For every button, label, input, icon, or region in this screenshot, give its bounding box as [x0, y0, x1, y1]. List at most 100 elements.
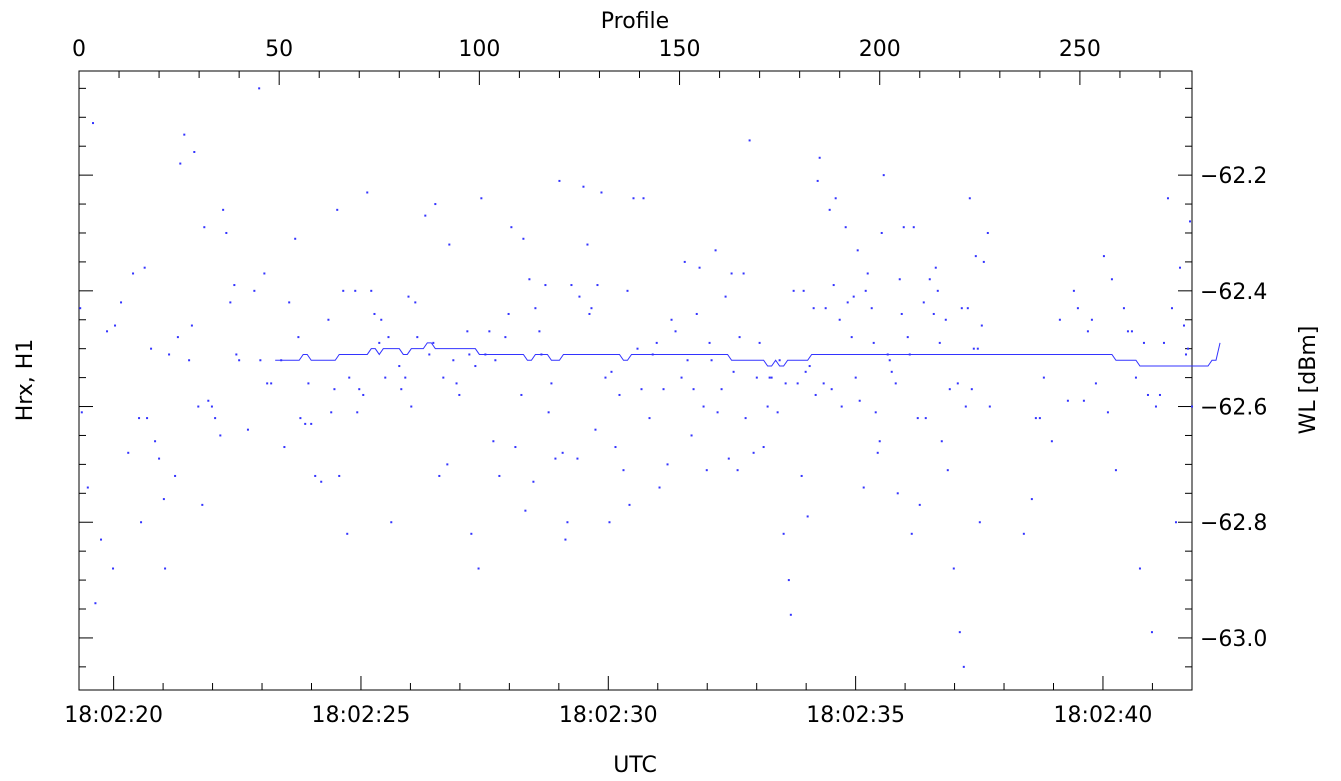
data-point	[978, 521, 981, 524]
data-point	[938, 341, 941, 344]
data-point	[404, 376, 407, 379]
data-point	[1038, 417, 1041, 420]
data-point	[164, 567, 167, 570]
data-point	[614, 446, 617, 449]
data-point	[458, 393, 461, 396]
right-tick-label: −63.0	[1200, 627, 1267, 652]
data-point	[778, 359, 781, 362]
data-point	[238, 359, 241, 362]
data-point	[1186, 347, 1189, 350]
data-point	[1150, 631, 1153, 634]
data-point	[576, 457, 579, 460]
right-axis-label: WL [dBm]	[1296, 326, 1321, 435]
data-point	[558, 179, 561, 182]
data-point	[297, 336, 300, 339]
data-point	[330, 411, 333, 414]
data-point	[384, 376, 387, 379]
data-point	[92, 122, 95, 125]
data-point	[956, 382, 959, 385]
data-point	[882, 174, 885, 177]
data-point	[870, 307, 873, 310]
data-point	[814, 393, 817, 396]
data-point	[856, 249, 859, 252]
data-point	[1058, 318, 1061, 321]
data-point	[442, 376, 445, 379]
data-point	[974, 255, 977, 258]
data-point	[370, 289, 373, 292]
data-point	[828, 208, 831, 211]
data-point	[1134, 376, 1137, 379]
data-point	[470, 532, 473, 535]
data-point	[1146, 393, 1149, 396]
data-point	[808, 365, 811, 368]
data-point	[802, 289, 805, 292]
data-point	[1162, 341, 1165, 344]
data-point	[854, 376, 857, 379]
bottom-tick-label: 18:02:35	[806, 703, 905, 728]
data-point	[766, 405, 769, 408]
data-point	[150, 347, 153, 350]
data-point	[477, 567, 480, 570]
data-point	[333, 388, 336, 391]
data-point	[720, 388, 723, 391]
data-point	[727, 457, 730, 460]
data-point	[736, 469, 739, 472]
data-point	[492, 440, 495, 443]
data-point	[510, 226, 513, 229]
data-point	[834, 197, 837, 200]
data-point	[193, 150, 196, 153]
data-point	[824, 307, 827, 310]
data-point	[800, 474, 803, 477]
data-point	[578, 295, 581, 298]
data-point	[327, 318, 330, 321]
data-point	[538, 330, 541, 333]
data-point	[636, 347, 639, 350]
data-point	[932, 312, 935, 315]
data-point	[732, 370, 735, 373]
data-point	[830, 388, 833, 391]
top-axis-ticks: 0 50 100 150 200 250	[72, 37, 1161, 85]
data-point	[225, 231, 228, 234]
data-point	[348, 376, 351, 379]
data-point	[564, 538, 567, 541]
data-point	[1174, 521, 1177, 524]
data-point	[398, 365, 401, 368]
data-point	[910, 532, 913, 535]
data-point	[528, 278, 531, 281]
data-point	[448, 243, 451, 246]
bottom-tick-label: 18:02:40	[1054, 703, 1153, 728]
data-point	[858, 399, 861, 402]
data-point	[982, 260, 985, 263]
data-point	[320, 480, 323, 483]
data-point	[162, 498, 165, 501]
data-point	[662, 388, 665, 391]
data-point	[608, 521, 611, 524]
data-point	[755, 376, 758, 379]
data-point	[940, 440, 943, 443]
data-point	[902, 226, 905, 229]
data-point	[168, 353, 171, 356]
data-point	[520, 393, 523, 396]
data-point	[498, 474, 501, 477]
data-point	[283, 446, 286, 449]
data-point	[1066, 399, 1069, 402]
data-point	[658, 486, 661, 489]
data-point	[770, 376, 773, 379]
data-point	[890, 370, 893, 373]
data-point	[416, 336, 419, 339]
data-point	[586, 243, 589, 246]
data-point	[960, 307, 963, 310]
data-point	[1130, 330, 1133, 333]
data-point	[146, 417, 149, 420]
data-point	[944, 318, 947, 321]
data-point	[494, 359, 497, 362]
data-point	[968, 197, 971, 200]
data-point	[714, 249, 717, 252]
data-point	[818, 156, 821, 159]
data-point	[214, 417, 217, 420]
data-point	[1170, 307, 1173, 310]
data-point	[702, 405, 705, 408]
bottom-tick-label: 18:02:25	[312, 703, 411, 728]
data-point	[784, 382, 787, 385]
data-point	[174, 474, 177, 477]
